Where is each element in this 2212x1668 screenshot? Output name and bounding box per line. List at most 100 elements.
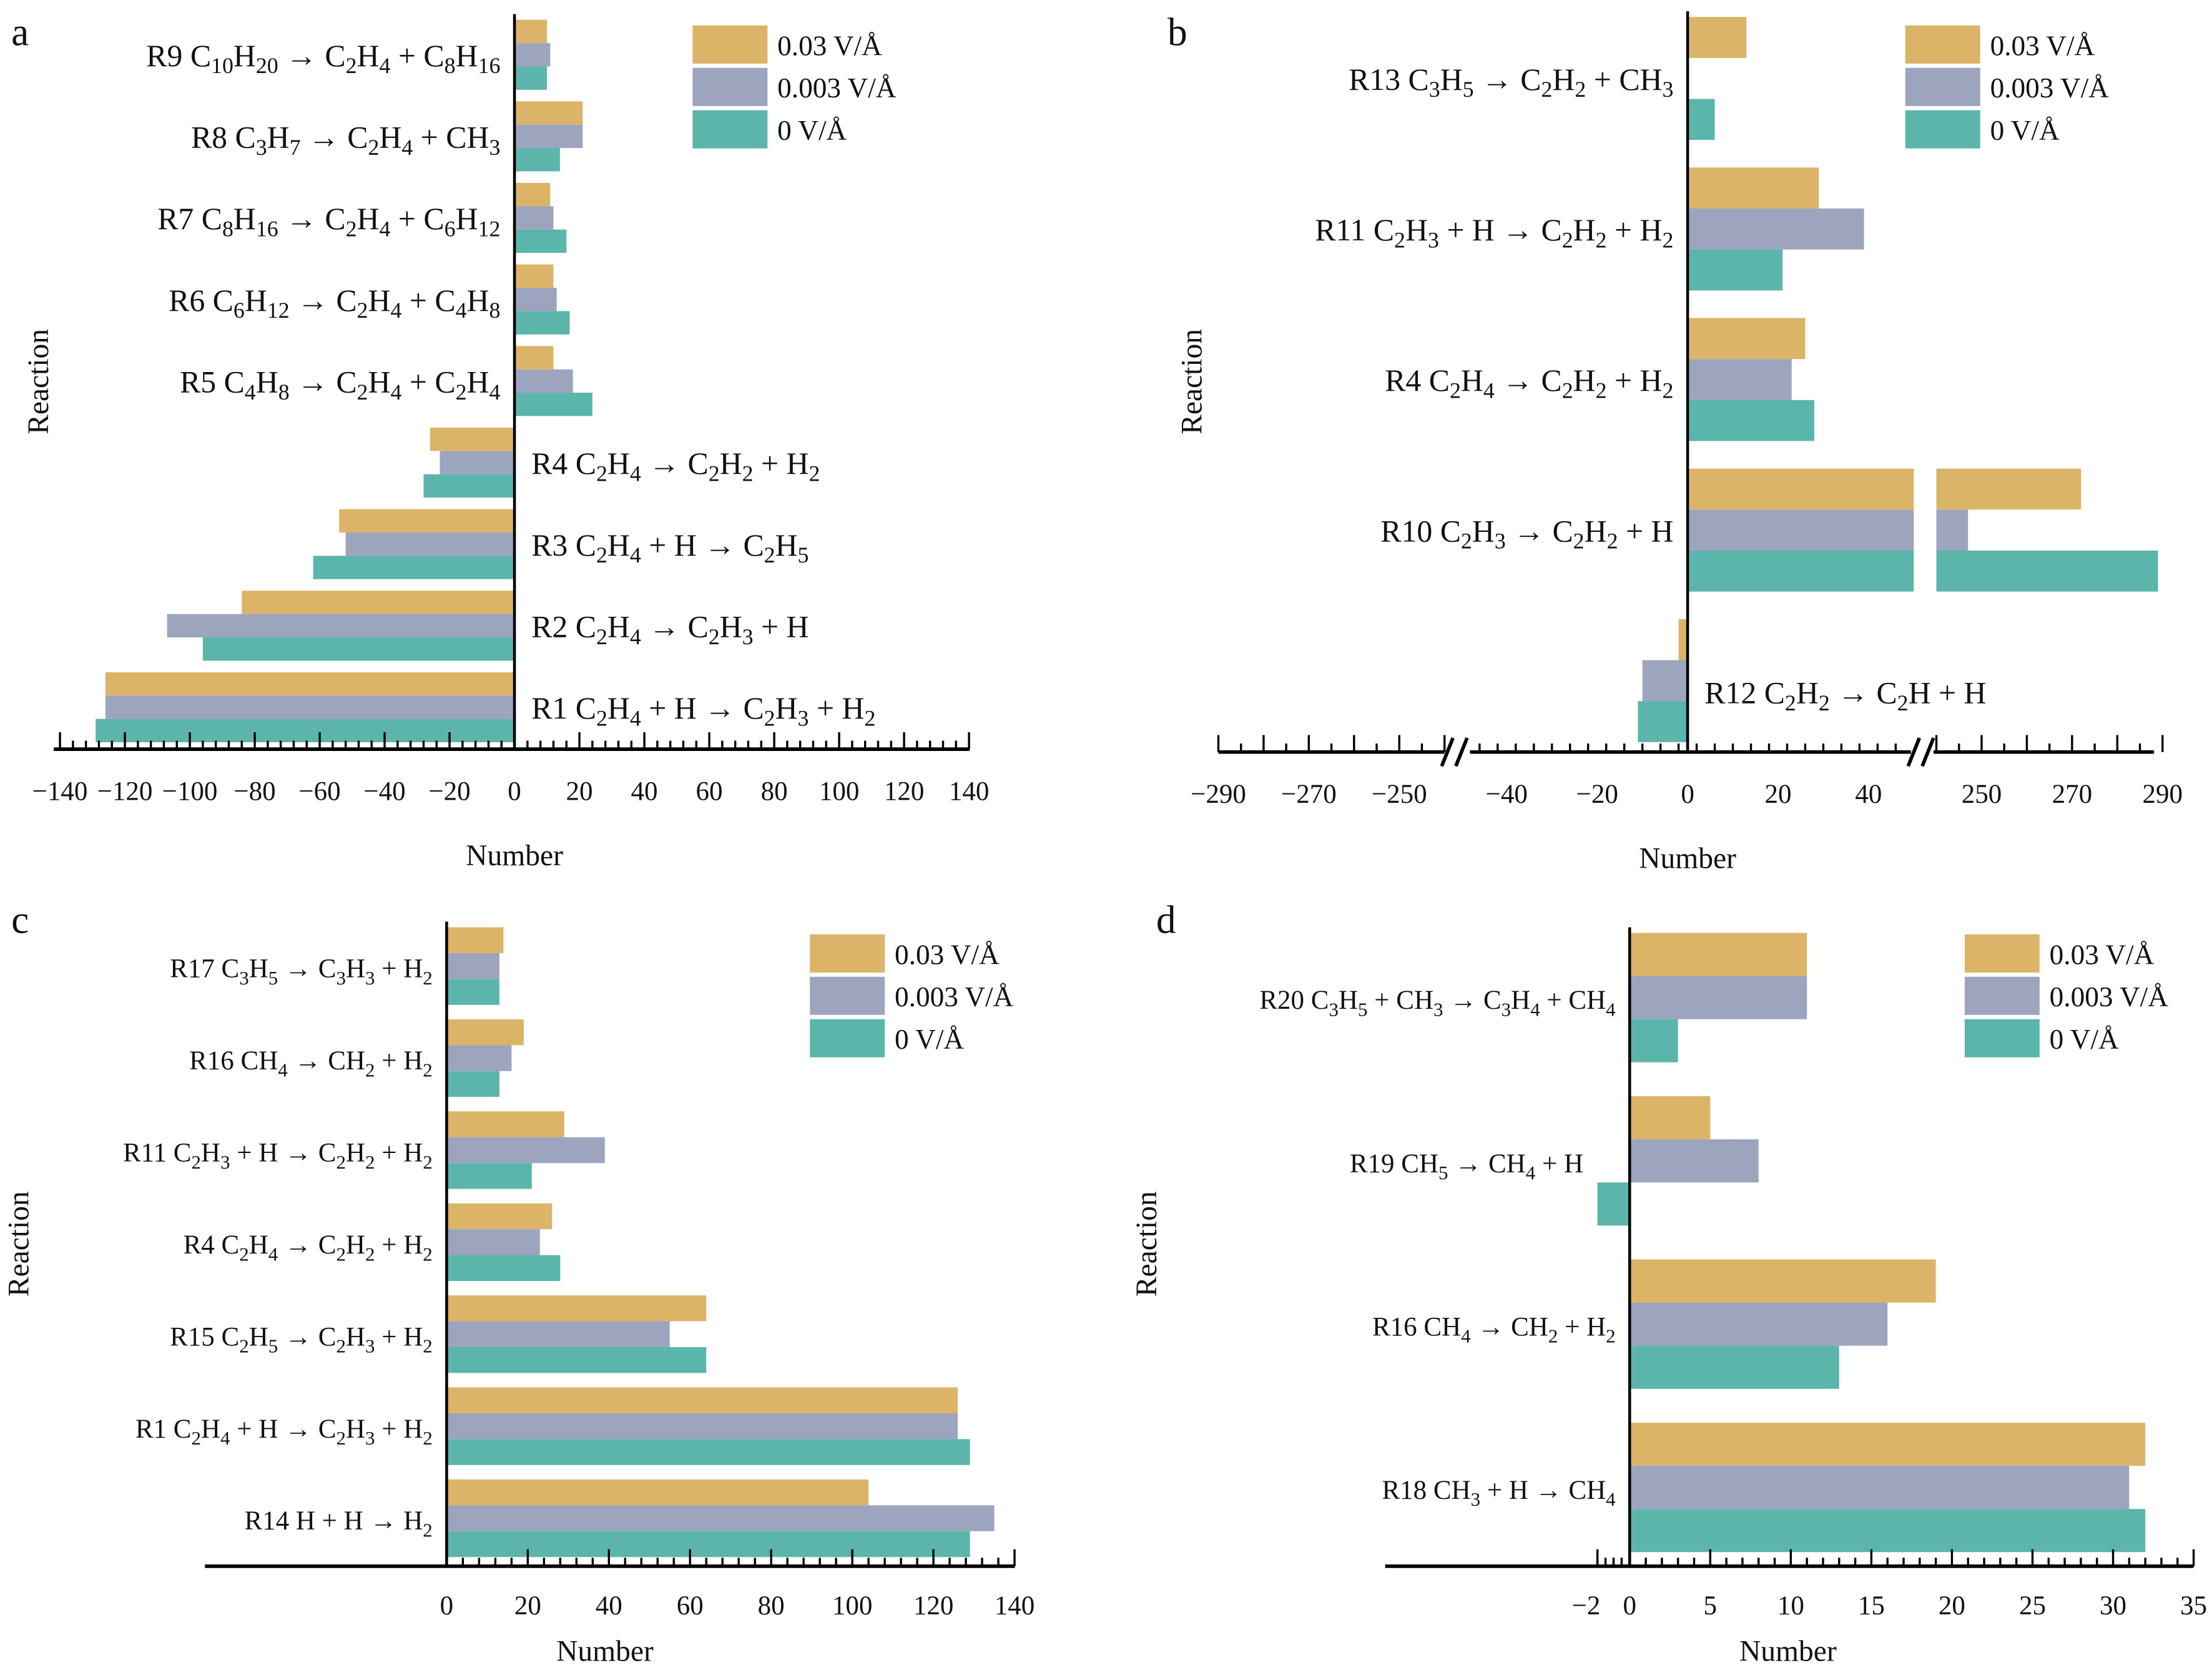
x-axis-title: Number bbox=[466, 840, 563, 872]
bar-group-R11: R11 C2H3 + H → C2H2 + H2 bbox=[1315, 167, 1864, 291]
x-tick-label: 0 bbox=[1623, 1591, 1636, 1621]
subscript: 2 bbox=[596, 461, 607, 486]
x-tick-label: 10 bbox=[1777, 1591, 1804, 1621]
bar-group-R17: R17 C3H5 → C3H3 + H2 bbox=[170, 927, 504, 1005]
subscript: 4 bbox=[489, 380, 500, 405]
legend-label: 0.003 V/Å bbox=[895, 981, 1014, 1013]
bar-R12-series-2 bbox=[1638, 701, 1688, 742]
bar-R16-series-2 bbox=[446, 1071, 499, 1097]
subscript: 2 bbox=[596, 624, 607, 649]
label-text: H bbox=[346, 1322, 365, 1352]
bar-R6-series-0 bbox=[514, 264, 554, 288]
label-text: H bbox=[249, 954, 268, 984]
legend-swatch bbox=[1905, 25, 1980, 64]
subscript: 2 bbox=[365, 1243, 375, 1265]
legend-label: 0.003 V/Å bbox=[2050, 981, 2169, 1013]
x-tick-label: −250 bbox=[1372, 780, 1427, 809]
x-tick-label: 35 bbox=[2180, 1591, 2207, 1621]
subscript: 3 bbox=[1429, 77, 1440, 102]
subscript: 2 bbox=[423, 1243, 432, 1265]
reaction-label: R7 C8H16 → C2H4 + C6H12 bbox=[157, 202, 500, 241]
reaction-label: R2 C2H4 → C2H3 + H bbox=[531, 609, 809, 649]
bar-R4-series-0 bbox=[446, 1203, 553, 1230]
bar-R11-series-0 bbox=[446, 1111, 564, 1137]
bar-R12-series-0 bbox=[1678, 619, 1688, 660]
bar-group-R1: R1 C2H4 + H → C2H3 + H2 bbox=[135, 1387, 970, 1465]
label-text: R11 C bbox=[123, 1139, 192, 1168]
label-text: R6 C bbox=[169, 283, 233, 318]
x-tick-label: 40 bbox=[1855, 780, 1882, 809]
label-text: H bbox=[346, 1230, 365, 1260]
reaction-label: R4 C2H4 → C2H2 + H2 bbox=[1385, 363, 1673, 403]
bar-R17-series-2 bbox=[446, 979, 499, 1005]
label-text: H bbox=[1339, 986, 1358, 1015]
x-tick-label: 60 bbox=[677, 1591, 704, 1621]
label-text: R12 C bbox=[1704, 676, 1785, 710]
label-text: H bbox=[1796, 676, 1819, 710]
subscript: 7 bbox=[290, 135, 301, 160]
x-tick-label: −60 bbox=[298, 777, 340, 807]
label-text: R2 C bbox=[531, 609, 596, 644]
x-tick-label: 0 bbox=[440, 1591, 453, 1621]
label-text: → C bbox=[278, 954, 336, 984]
y-axis-title: Reaction bbox=[1176, 329, 1208, 434]
label-text: → CH bbox=[288, 1046, 365, 1076]
subscript: 2 bbox=[423, 967, 432, 989]
label-text: R18 CH bbox=[1382, 1476, 1470, 1505]
label-text: H bbox=[379, 120, 401, 155]
bar-R6-series-2 bbox=[514, 311, 570, 335]
subscript: 2 bbox=[336, 1243, 345, 1265]
x-tick-label: 270 bbox=[2052, 780, 2092, 809]
bar-R4-series-1 bbox=[440, 451, 515, 474]
label-text: → C bbox=[290, 365, 357, 399]
bar-R11-series-1 bbox=[446, 1137, 605, 1164]
legend-label: 0 V/Å bbox=[777, 115, 847, 146]
label-text: R11 C bbox=[1315, 213, 1394, 247]
x-axis: −290 −270 −250 −40 −20 0 20 40 250 270 290 bbox=[1191, 735, 2183, 809]
label-text: H bbox=[1573, 213, 1596, 247]
x-tick-label: 140 bbox=[995, 1591, 1035, 1621]
label-text: + C bbox=[401, 365, 455, 399]
subscript: 2 bbox=[1394, 227, 1405, 252]
panel-letter: b bbox=[1167, 10, 1187, 54]
x-tick-label: 60 bbox=[696, 777, 723, 807]
reaction-label: R17 C3H5 → C3H3 + H2 bbox=[170, 954, 433, 989]
subscript: 4 bbox=[630, 705, 641, 730]
bar-group-R18: R18 CH3 + H → CH4 bbox=[1382, 1423, 2146, 1553]
label-text: + H bbox=[375, 1139, 423, 1168]
x-tick-label: 290 bbox=[2143, 780, 2183, 809]
subscript: 8 bbox=[489, 298, 500, 323]
bar-group-R3: R3 C2H4 + H → C2H5 bbox=[313, 509, 809, 579]
label-text: H bbox=[467, 365, 489, 399]
label-text: H bbox=[775, 691, 798, 725]
bar-R18-series-0 bbox=[1630, 1423, 2146, 1466]
label-text: + H bbox=[754, 609, 809, 644]
reaction-label: R13 C3H5 → C2H2 + CH3 bbox=[1349, 62, 1673, 102]
label-text: → C bbox=[290, 283, 357, 318]
label-text: R4 C bbox=[184, 1230, 240, 1260]
bar-R19-series-1 bbox=[1630, 1139, 1759, 1183]
legend-label: 0.03 V/Å bbox=[895, 939, 1000, 970]
bar-R14-series-1 bbox=[446, 1505, 995, 1531]
bar-group-R10: R10 C2H3 → C2H2 + H bbox=[1380, 468, 2158, 592]
label-text: + C bbox=[390, 202, 444, 236]
axis-break-mark bbox=[1454, 737, 1469, 767]
reaction-label: R6 C6H12 → C2H4 + C4H8 bbox=[169, 283, 500, 323]
subscript: 2 bbox=[1562, 227, 1573, 252]
bar-R11-series-1 bbox=[1688, 208, 1864, 250]
bar-R8-series-1 bbox=[514, 124, 583, 149]
bar-R10-series-2 bbox=[1688, 550, 1914, 592]
subscript: 2 bbox=[423, 1059, 432, 1081]
subscript: 2 bbox=[764, 542, 775, 567]
subscript: 8 bbox=[278, 380, 290, 405]
bar-R7-series-0 bbox=[514, 183, 551, 207]
bar-group-R13: R13 C3H5 → C2H2 + CH3 bbox=[1349, 17, 1747, 140]
subscript: 2 bbox=[1575, 77, 1586, 102]
label-text: R8 C bbox=[191, 120, 256, 155]
label-text: + CH bbox=[1368, 986, 1433, 1015]
subscript: 8 bbox=[445, 53, 456, 78]
label-text: H bbox=[607, 446, 630, 481]
subscript: 2 bbox=[336, 1335, 345, 1357]
